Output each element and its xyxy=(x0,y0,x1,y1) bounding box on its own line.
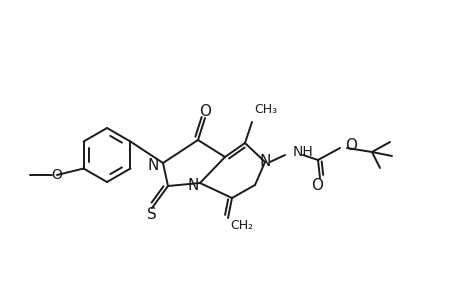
Text: O: O xyxy=(310,178,322,194)
Text: O: O xyxy=(199,104,211,119)
Text: N: N xyxy=(259,154,270,169)
Text: N: N xyxy=(187,178,199,193)
Text: CH₃: CH₃ xyxy=(253,103,276,116)
Text: N: N xyxy=(147,158,159,172)
Text: O: O xyxy=(51,168,62,182)
Text: S: S xyxy=(147,208,157,223)
Text: NH: NH xyxy=(292,145,313,159)
Text: CH₂: CH₂ xyxy=(230,220,252,232)
Text: O: O xyxy=(344,137,356,152)
